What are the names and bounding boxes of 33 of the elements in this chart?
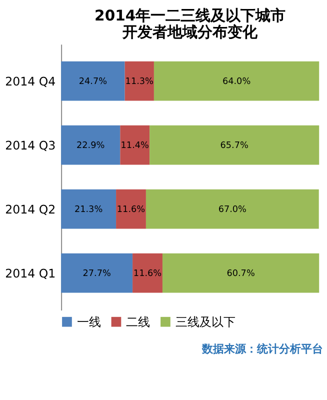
data-label: 11.4% (120, 140, 149, 151)
chart-title: 2014年一二三线及以下城市开发者地域分布变化 (94, 6, 286, 42)
data-label: 22.9% (76, 140, 105, 151)
data-label: 11.3% (125, 76, 154, 87)
data-label: 11.6% (116, 205, 146, 216)
bar (162, 253, 320, 293)
bar (154, 61, 320, 101)
data-label: 24.7% (78, 76, 108, 87)
y-tick-label: 2014 Q4 (5, 74, 56, 88)
bar (132, 253, 162, 293)
data-label: 64.0% (222, 76, 251, 87)
y-tick-label: 2014 Q2 (5, 202, 56, 216)
bar (120, 125, 150, 165)
legend-label: 一线 (76, 314, 101, 329)
source-note: 数据来源：统计分析平台 (201, 342, 324, 356)
bar (150, 125, 320, 165)
data-label: 11.6% (133, 269, 162, 280)
bar (61, 189, 116, 229)
bar (124, 61, 154, 101)
bar (116, 189, 146, 229)
data-label: 60.7% (226, 269, 255, 280)
legend-label: 二线 (126, 314, 150, 329)
bar (61, 253, 133, 293)
y-tick-label: 2014 Q1 (5, 266, 56, 281)
data-label: 67.0% (218, 205, 246, 216)
data-label: 21.3% (74, 205, 103, 216)
y-tick-label: 2014 Q3 (5, 138, 56, 152)
legend-label: 三线及以下 (175, 314, 236, 329)
bar (61, 61, 125, 101)
bar (146, 189, 319, 229)
bar (61, 125, 120, 165)
data-label: 27.7% (82, 269, 111, 280)
data-label: 65.7% (220, 140, 248, 151)
